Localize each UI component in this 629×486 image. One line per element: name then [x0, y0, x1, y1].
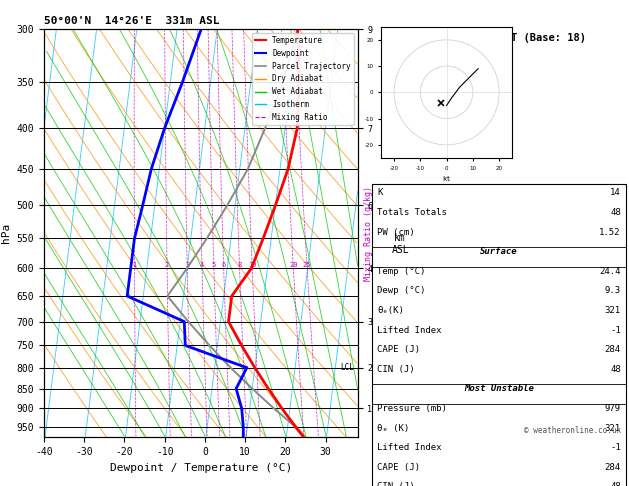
Text: 284: 284 [604, 345, 621, 354]
Text: Lifted Index: Lifted Index [377, 443, 442, 452]
Y-axis label: hPa: hPa [1, 223, 11, 243]
Text: Mixing Ratio (g/kg): Mixing Ratio (g/kg) [364, 186, 373, 281]
X-axis label: Dewpoint / Temperature (°C): Dewpoint / Temperature (°C) [109, 463, 292, 473]
Text: 48: 48 [610, 364, 621, 374]
Text: CIN (J): CIN (J) [377, 482, 415, 486]
Legend: Temperature, Dewpoint, Parcel Trajectory, Dry Adiabat, Wet Adiabat, Isotherm, Mi: Temperature, Dewpoint, Parcel Trajectory… [252, 33, 354, 125]
Text: 284: 284 [604, 463, 621, 472]
Text: Totals Totals: Totals Totals [377, 208, 447, 217]
Text: -1: -1 [610, 443, 621, 452]
X-axis label: kt: kt [442, 176, 451, 182]
Text: θₑ (K): θₑ (K) [377, 423, 409, 433]
Text: Temp (°C): Temp (°C) [377, 267, 425, 276]
Text: 4: 4 [200, 262, 204, 268]
Text: CAPE (J): CAPE (J) [377, 345, 420, 354]
Text: Surface: Surface [480, 247, 518, 256]
Text: 6: 6 [221, 262, 226, 268]
Text: LCL: LCL [340, 363, 353, 372]
Text: 25: 25 [303, 262, 311, 268]
Text: θₑ(K): θₑ(K) [377, 306, 404, 315]
Text: -1: -1 [610, 326, 621, 334]
Text: 10: 10 [248, 262, 257, 268]
Text: 321: 321 [604, 306, 621, 315]
Text: 1: 1 [132, 262, 136, 268]
Text: CIN (J): CIN (J) [377, 364, 415, 374]
Text: 1.52: 1.52 [599, 227, 621, 237]
Text: © weatheronline.co.uk: © weatheronline.co.uk [524, 426, 621, 435]
Text: 20: 20 [289, 262, 298, 268]
Text: Most Unstable: Most Unstable [464, 384, 534, 393]
Text: 48: 48 [610, 208, 621, 217]
Text: Lifted Index: Lifted Index [377, 326, 442, 334]
Text: 24.4: 24.4 [599, 267, 621, 276]
Text: K: K [377, 189, 382, 197]
Text: 8: 8 [237, 262, 242, 268]
Text: 30.04.2024  21GMT (Base: 18): 30.04.2024 21GMT (Base: 18) [411, 33, 586, 43]
Text: 2: 2 [165, 262, 169, 268]
Y-axis label: km
ASL: km ASL [391, 233, 409, 255]
Text: 5: 5 [212, 262, 216, 268]
Text: CAPE (J): CAPE (J) [377, 463, 420, 472]
Text: 50°00'N  14°26'E  331m ASL: 50°00'N 14°26'E 331m ASL [44, 16, 220, 26]
Text: 48: 48 [610, 482, 621, 486]
Text: Dewp (°C): Dewp (°C) [377, 286, 425, 295]
Text: Pressure (mb): Pressure (mb) [377, 404, 447, 413]
Text: 321: 321 [604, 423, 621, 433]
Text: ///: /// [393, 99, 411, 117]
Text: PW (cm): PW (cm) [377, 227, 415, 237]
Text: 979: 979 [604, 404, 621, 413]
Text: 3: 3 [185, 262, 189, 268]
Text: 9.3: 9.3 [604, 286, 621, 295]
Text: 14: 14 [610, 189, 621, 197]
